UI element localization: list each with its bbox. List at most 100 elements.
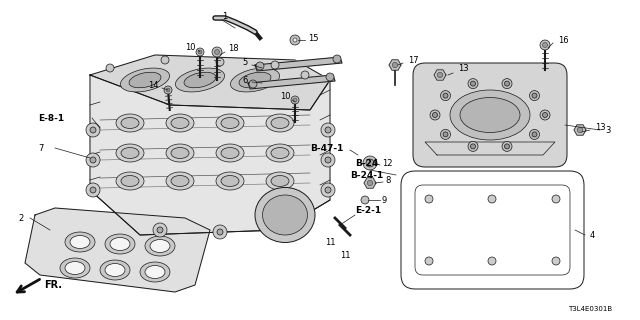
Text: T3L4E0301B: T3L4E0301B [568, 306, 612, 312]
Circle shape [440, 129, 451, 140]
Text: 8: 8 [385, 175, 390, 185]
Ellipse shape [116, 114, 144, 132]
Ellipse shape [175, 68, 225, 92]
Circle shape [502, 141, 512, 151]
Ellipse shape [121, 175, 139, 187]
Ellipse shape [271, 175, 289, 187]
Circle shape [106, 64, 114, 72]
Circle shape [470, 81, 476, 86]
Circle shape [440, 91, 451, 100]
Circle shape [433, 113, 438, 117]
Circle shape [90, 127, 96, 133]
FancyBboxPatch shape [413, 63, 567, 167]
Ellipse shape [65, 261, 85, 275]
Ellipse shape [171, 175, 189, 187]
Text: 1: 1 [222, 12, 227, 20]
Ellipse shape [255, 188, 315, 243]
Ellipse shape [171, 148, 189, 158]
Circle shape [325, 157, 331, 163]
Ellipse shape [262, 195, 307, 235]
Circle shape [196, 48, 204, 56]
Circle shape [198, 50, 202, 54]
Ellipse shape [100, 260, 130, 280]
Circle shape [437, 72, 443, 78]
Ellipse shape [266, 172, 294, 190]
Circle shape [321, 123, 335, 137]
Polygon shape [90, 75, 330, 235]
Circle shape [540, 40, 550, 50]
Circle shape [543, 113, 547, 117]
Text: 2: 2 [18, 213, 23, 222]
Ellipse shape [166, 144, 194, 162]
Circle shape [361, 196, 369, 204]
Text: 16: 16 [558, 36, 568, 44]
Circle shape [164, 86, 172, 94]
Text: 7: 7 [38, 143, 44, 153]
Ellipse shape [216, 144, 244, 162]
Text: 4: 4 [590, 230, 595, 239]
Circle shape [213, 225, 227, 239]
Circle shape [543, 43, 547, 47]
Text: E-2-1: E-2-1 [355, 205, 381, 214]
Circle shape [256, 62, 264, 70]
Circle shape [90, 157, 96, 163]
Ellipse shape [166, 172, 194, 190]
Circle shape [86, 153, 100, 167]
Circle shape [86, 123, 100, 137]
Text: 12: 12 [382, 158, 392, 167]
Circle shape [86, 183, 100, 197]
Polygon shape [255, 57, 342, 71]
Circle shape [425, 257, 433, 265]
Ellipse shape [460, 98, 520, 132]
Text: B-24: B-24 [355, 158, 378, 167]
Circle shape [249, 80, 257, 88]
Ellipse shape [110, 237, 130, 251]
Circle shape [290, 35, 300, 45]
Circle shape [166, 88, 170, 92]
Ellipse shape [171, 117, 189, 129]
Text: 11: 11 [340, 251, 351, 260]
Circle shape [552, 195, 560, 203]
Circle shape [488, 195, 496, 203]
Ellipse shape [230, 68, 280, 92]
Text: 3: 3 [605, 125, 611, 134]
Text: 6: 6 [242, 76, 248, 84]
Ellipse shape [70, 236, 90, 249]
Circle shape [430, 110, 440, 120]
Circle shape [488, 257, 496, 265]
Circle shape [502, 79, 512, 89]
Ellipse shape [129, 72, 161, 88]
Text: 10: 10 [185, 43, 195, 52]
Circle shape [392, 62, 397, 68]
Ellipse shape [121, 148, 139, 158]
Circle shape [529, 129, 540, 140]
Circle shape [552, 257, 560, 265]
Circle shape [468, 141, 478, 151]
Polygon shape [574, 125, 586, 135]
Circle shape [470, 144, 476, 149]
Text: 14: 14 [148, 81, 159, 90]
Circle shape [293, 38, 297, 42]
Text: 9: 9 [382, 196, 387, 204]
Text: 5: 5 [242, 58, 247, 67]
Circle shape [157, 227, 163, 233]
Circle shape [443, 132, 448, 137]
Circle shape [577, 127, 582, 133]
Circle shape [468, 79, 478, 89]
Circle shape [326, 73, 334, 81]
Circle shape [291, 96, 299, 104]
Circle shape [153, 223, 167, 237]
Circle shape [504, 144, 509, 149]
Ellipse shape [105, 263, 125, 276]
Ellipse shape [266, 114, 294, 132]
Polygon shape [25, 208, 210, 292]
Circle shape [212, 47, 222, 57]
Circle shape [532, 132, 537, 137]
Polygon shape [434, 70, 446, 80]
Text: 15: 15 [308, 34, 319, 43]
Ellipse shape [221, 148, 239, 158]
Polygon shape [389, 60, 401, 70]
Text: 18: 18 [228, 44, 239, 52]
Circle shape [367, 180, 372, 186]
Circle shape [271, 61, 279, 69]
